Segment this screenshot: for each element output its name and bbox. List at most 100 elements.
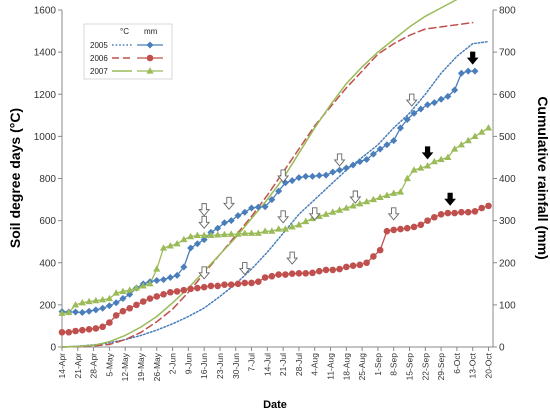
data-point-2006-rainfall [72, 327, 79, 335]
data-point-2006-rainfall [139, 298, 147, 305]
data-point-2005-rainfall [383, 141, 391, 149]
data-point-2006-rainfall [241, 279, 249, 287]
data-point-2007-rainfall [200, 231, 208, 238]
data-point-2006-rainfall [234, 280, 242, 288]
data-point-2007-rainfall [369, 195, 378, 203]
data-point-2005-rainfall [187, 244, 195, 252]
series-line-2007-rainfall [61, 127, 490, 314]
data-point-2005-rainfall [363, 156, 371, 164]
data-point-2006-rainfall [167, 288, 174, 296]
data-point-2007-rainfall [78, 298, 86, 306]
legend-swatches [112, 41, 163, 74]
data-point-2007-rainfall [99, 296, 107, 303]
data-point-2006-rainfall [410, 223, 418, 231]
data-point-2005-rainfall [451, 86, 459, 94]
x-tick-label: 12-May [120, 352, 130, 381]
data-point-2007-rainfall [180, 235, 188, 243]
data-point-2007-rainfall [247, 229, 256, 236]
data-point-2005-rainfall [261, 203, 269, 211]
data-point-2006-rainfall [383, 227, 391, 235]
chart-annotations [198, 51, 479, 280]
data-point-2007-rainfall [207, 231, 215, 238]
x-tick-label: 28-Apr [89, 353, 99, 379]
data-point-2007-rainfall [193, 231, 201, 238]
open-arrow-marker [286, 251, 299, 265]
data-point-2007-rainfall [315, 212, 323, 220]
data-point-2007-rainfall [275, 225, 283, 232]
left-tick-label: 600 [39, 216, 56, 227]
data-point-2006-rainfall [187, 285, 194, 293]
data-point-2007-rainfall [329, 208, 337, 215]
left-tick-label: 1600 [34, 6, 57, 17]
data-point-2006-rainfall [221, 281, 228, 288]
data-point-2007-rainfall [417, 164, 425, 171]
open-arrow-marker [333, 153, 346, 167]
open-arrow-marker [223, 196, 235, 211]
x-tick-label: 22-Sep [420, 353, 430, 381]
data-point-2005-rainfall [180, 263, 188, 271]
data-point-2007-rainfall [444, 153, 452, 161]
series-line-2006-rainfall [61, 205, 490, 333]
legend-label-2007: 2007 [90, 67, 108, 76]
data-point-2005-rainfall [234, 212, 242, 220]
data-point-2006-rainfall [58, 328, 66, 336]
data-point-2006-rainfall [485, 202, 492, 210]
x-tick-label: 4-Aug [310, 353, 320, 376]
data-point-2007-rainfall [119, 287, 127, 294]
data-point-2007-rainfall [65, 308, 73, 316]
data-point-2005-rainfall [92, 306, 100, 314]
data-point-2006-rainfall [173, 288, 181, 295]
data-point-2006-rainfall [417, 221, 425, 229]
x-tick-label: 1-Sep [373, 353, 383, 376]
data-point-2006-rainfall [464, 208, 472, 216]
legend-marker-2005 [146, 41, 154, 49]
open-arrow-marker [405, 93, 418, 107]
data-point-2006-rainfall [329, 266, 337, 274]
data-point-2005-rainfall [119, 295, 127, 303]
data-point-2006-rainfall [309, 269, 316, 277]
data-point-2005-rainfall [349, 161, 357, 169]
data-point-2007-rainfall [254, 229, 262, 236]
data-point-2007-rainfall [220, 230, 229, 238]
x-tick-label: 18-Aug [341, 353, 351, 381]
x-tick-label: 14-Apr [57, 353, 67, 379]
x-tick-label: 28-Jul [294, 353, 304, 376]
chart-axes: 0 200 400 600 800 1000 1200 1400 1600 0 100 200 300 4… [34, 6, 516, 382]
data-point-2006-rainfall [471, 208, 479, 215]
data-point-2006-rainfall [261, 274, 269, 281]
data-point-2006-rainfall [343, 263, 350, 271]
data-point-2007-rainfall [227, 230, 235, 237]
data-point-2005-rainfall [275, 187, 283, 195]
data-point-2005-rainfall [417, 105, 425, 113]
data-point-2007-rainfall [173, 239, 181, 247]
data-point-2005-rainfall [214, 224, 222, 232]
data-point-2005-rainfall [376, 145, 384, 153]
data-point-2005-rainfall [308, 172, 316, 180]
data-point-2007-rainfall [396, 188, 405, 195]
series-line-2007-degree_days [61, 0, 458, 348]
data-point-2006-rainfall [451, 209, 458, 217]
data-point-2005-rainfall [457, 69, 465, 77]
open-arrow-marker [308, 207, 321, 221]
data-point-2005-rainfall [471, 67, 479, 75]
x-tick-label: 30-Jun [231, 353, 241, 379]
data-point-2007-rainfall [234, 230, 242, 237]
data-point-2007-rainfall [403, 174, 411, 182]
data-point-2005-rainfall [336, 166, 344, 174]
data-point-2006-rainfall [160, 291, 167, 298]
data-point-2007-rainfall [295, 221, 303, 228]
data-point-2007-rainfall [322, 210, 330, 217]
x-tick-label: 6-Oct [452, 352, 462, 373]
right-tick-label: 600 [499, 90, 516, 101]
data-point-2007-rainfall [478, 128, 486, 135]
x-tick-label: 21-Jul [278, 353, 288, 376]
data-point-2006-rainfall [302, 269, 310, 277]
right-axis-title: Cumulative rainfall (mm) [535, 96, 550, 259]
data-point-2006-rainfall [295, 269, 303, 277]
data-point-2007-rainfall [214, 231, 222, 238]
data-point-2005-rainfall [302, 172, 310, 180]
data-point-2005-rainfall [437, 95, 445, 103]
x-tick-label: 2-Jun [168, 353, 178, 375]
open-arrow-marker [238, 262, 251, 276]
data-point-2005-rainfall [241, 208, 249, 216]
